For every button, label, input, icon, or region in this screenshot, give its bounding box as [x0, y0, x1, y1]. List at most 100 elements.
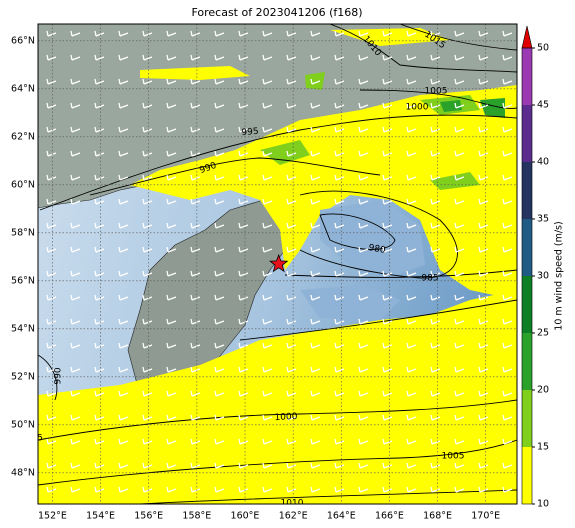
wind-barb [502, 150, 513, 157]
wind-barb [262, 222, 273, 229]
wind-barb [214, 294, 225, 301]
wind-barb [142, 222, 153, 229]
wind-barb [430, 318, 441, 325]
wind-barb [190, 222, 201, 229]
wind-barb [238, 366, 249, 373]
wind-barb [358, 462, 369, 469]
wind-barb [286, 318, 297, 325]
wind-barb [190, 150, 201, 157]
wind-barb [358, 414, 369, 421]
wind-barb [214, 174, 225, 181]
wind-barb [190, 294, 201, 301]
wind-barb [238, 54, 249, 61]
wind-barb [190, 318, 201, 325]
wind-barb [478, 270, 489, 277]
wind-barb [454, 390, 465, 397]
wind-barb [478, 414, 489, 421]
wind-barb [454, 270, 465, 277]
contour-label: 985 [421, 274, 438, 284]
wind-barb [94, 198, 105, 205]
wind-barb [406, 198, 417, 205]
wind-barb [94, 126, 105, 133]
wind-barb [190, 198, 201, 205]
wind-barb [334, 78, 345, 85]
contour-label: 995 [241, 127, 259, 138]
wind-barb [94, 222, 105, 229]
wind-barb [142, 318, 153, 325]
colorbar-tick-label: 20 [537, 385, 549, 396]
wind-barb [406, 342, 417, 349]
wind-barb [430, 342, 441, 349]
wind-barb [310, 462, 321, 469]
wind-barb [430, 150, 441, 157]
wind-barb [262, 174, 273, 181]
wind-barb [262, 294, 273, 301]
wind-barb [94, 366, 105, 373]
map-frame [37, 23, 518, 505]
wind-barb [310, 366, 321, 373]
wind-barb [214, 198, 225, 205]
wind-barb [190, 390, 201, 397]
wind-barb [70, 414, 81, 421]
wind-barb [94, 54, 105, 61]
wind-yellow [38, 290, 517, 504]
wind-barb [406, 486, 417, 493]
wind-barb [358, 150, 369, 157]
contour-label: 1000 [274, 412, 298, 423]
wind-barb [142, 30, 153, 37]
wind-barb [478, 78, 489, 85]
wind-barb [214, 270, 225, 277]
lat-label: 60°N [11, 179, 35, 190]
wind-barb [190, 438, 201, 445]
wind-barb [334, 198, 345, 205]
wind-barb [46, 318, 57, 325]
wind-barb [166, 270, 177, 277]
wind-barb [214, 246, 225, 253]
lat-label: 56°N [11, 275, 35, 286]
wind-barb [70, 462, 81, 469]
contour-label: 1005 [425, 87, 448, 97]
wind-barb [262, 54, 273, 61]
wind-barb [190, 174, 201, 181]
wind-barb [382, 150, 393, 157]
wind-barb [310, 294, 321, 301]
wind-barb [502, 30, 513, 37]
wind-barb [286, 270, 297, 277]
contour-label: 980 [368, 243, 387, 256]
wind-barb [238, 438, 249, 445]
wind-yellow [130, 85, 517, 300]
wind-barb [166, 462, 177, 469]
wind-barb [46, 270, 57, 277]
wind-barb [310, 318, 321, 325]
lon-label: 160°E [231, 511, 260, 522]
wind-barb [262, 30, 273, 37]
wind-barb [214, 462, 225, 469]
wind-barb [190, 30, 201, 37]
wind-barb [142, 390, 153, 397]
wind-barb [310, 198, 321, 205]
wind-barb [118, 246, 129, 253]
colorbar-segment [522, 333, 532, 390]
wind-barb [118, 270, 129, 277]
wind-barb [142, 54, 153, 61]
wind-barb [214, 390, 225, 397]
wind-barb [430, 462, 441, 469]
wind-barb [406, 126, 417, 133]
axes: 152°E 154°E 156°E 158°E 160°E 162°E 164°E 166°E… [11, 35, 500, 521]
wind-barb [454, 126, 465, 133]
wind-barb [238, 414, 249, 421]
wind-barb [334, 342, 345, 349]
wind-barb [94, 318, 105, 325]
wind-barb [142, 198, 153, 205]
isobar [319, 213, 396, 250]
wind-barb [310, 78, 321, 85]
wind-barb [142, 462, 153, 469]
wind-barb [502, 198, 513, 205]
lon-label: 170°E [471, 511, 500, 522]
wind-barb [238, 318, 249, 325]
wind-barb [358, 246, 369, 253]
wind-barb [454, 318, 465, 325]
wind-barb [286, 366, 297, 373]
wind-barb [310, 150, 321, 157]
wind-barb [46, 150, 57, 157]
